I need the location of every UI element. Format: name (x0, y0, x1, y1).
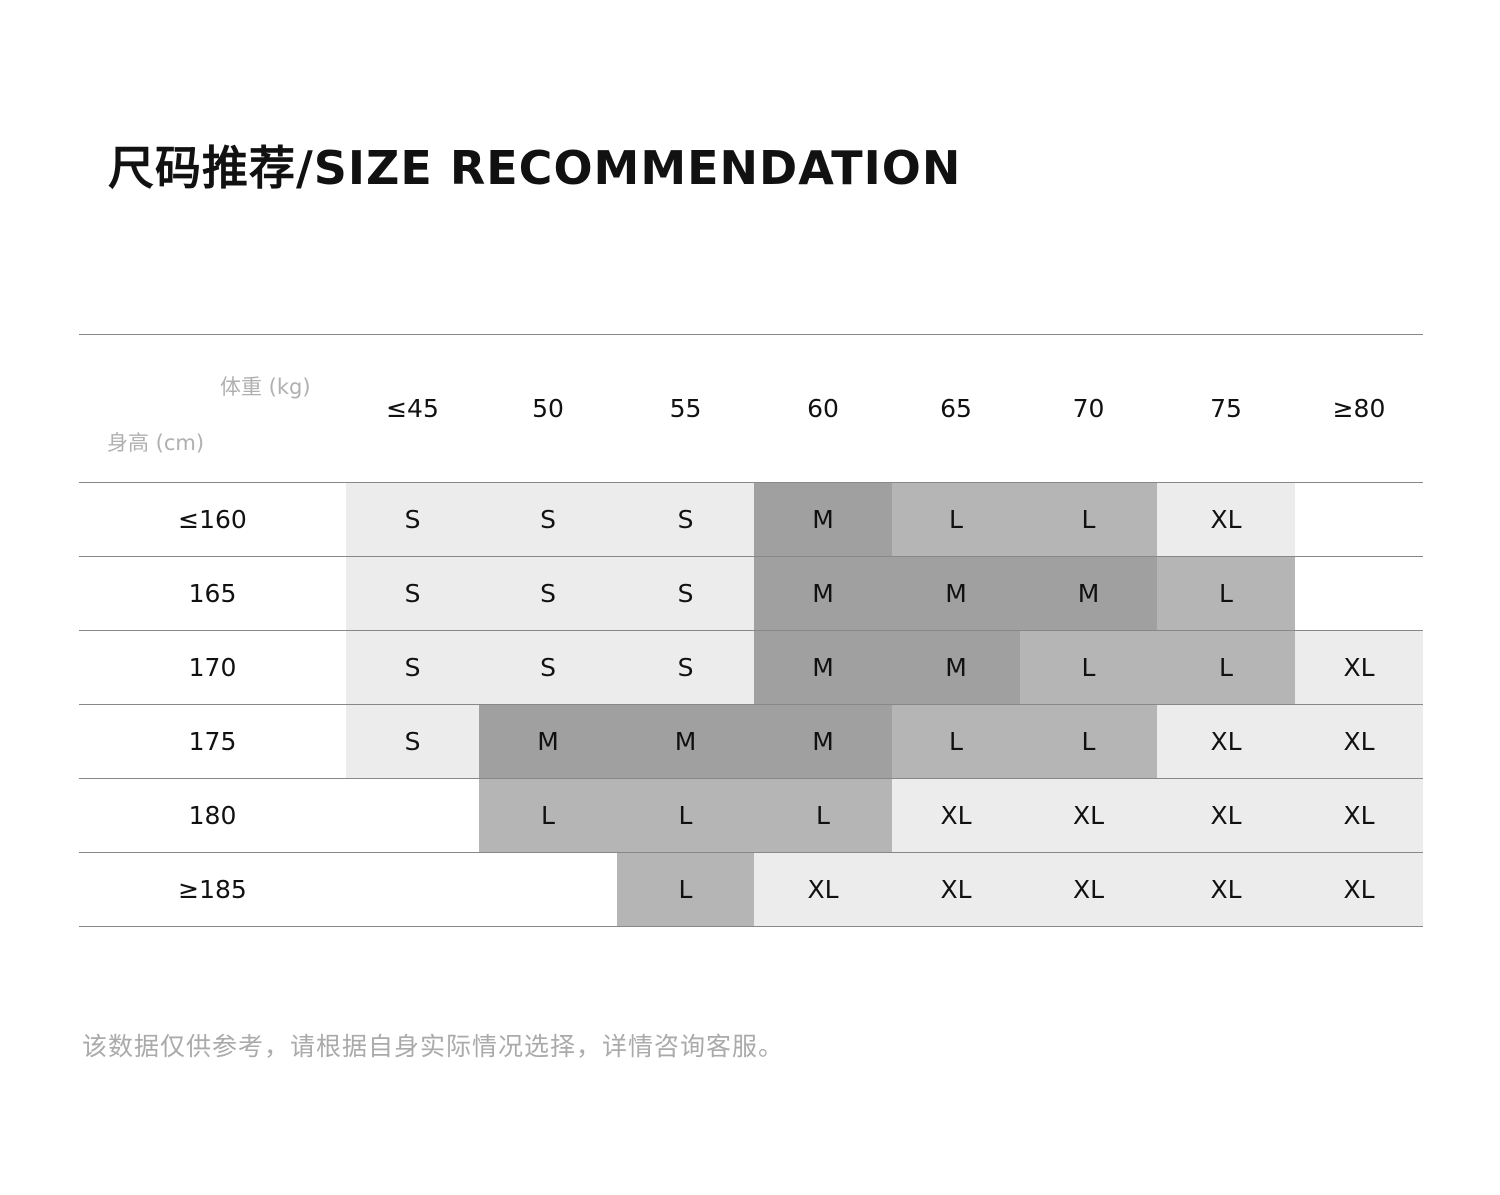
size-cell: S (479, 482, 617, 557)
height-cell: 170 (188, 653, 237, 682)
size-cell: XL (1157, 852, 1295, 927)
size-cell: XL (1295, 704, 1423, 779)
size-cell: XL (1295, 630, 1423, 705)
size-cell: S (617, 556, 754, 631)
size-cell: S (346, 482, 479, 557)
size-cell: M (617, 704, 754, 779)
page-title: 尺码推荐/SIZE RECOMMENDATION (108, 141, 962, 195)
table-row: 180 L L L XL XL XL XL (79, 778, 1423, 853)
header-row: 体重 (kg) 身高 (cm) ≤45 50 55 60 65 70 75 ≥80 (79, 334, 1423, 483)
size-cell: L (1020, 482, 1157, 557)
size-cell: M (892, 630, 1020, 705)
size-cell: S (479, 556, 617, 631)
size-cell: L (892, 704, 1020, 779)
size-cell: L (1020, 704, 1157, 779)
height-cell: ≤160 (178, 505, 247, 534)
size-cell: M (754, 704, 892, 779)
size-cell (346, 852, 479, 927)
weight-header: 75 (1210, 394, 1242, 423)
size-cell: S (617, 482, 754, 557)
table-row: 170 S S S M M L L XL (79, 630, 1423, 705)
size-cell: XL (1295, 852, 1423, 927)
size-cell (346, 778, 479, 853)
weight-header: 70 (1072, 394, 1105, 423)
table-row: 165 S S S M M M L (79, 556, 1423, 631)
height-axis-label: 身高 (cm) (107, 431, 205, 455)
size-cell: M (754, 482, 892, 557)
height-cell: 180 (188, 801, 237, 830)
weight-header: ≤45 (386, 394, 439, 423)
weight-header: 60 (807, 394, 839, 423)
size-cell (1295, 482, 1423, 557)
size-cell: L (617, 778, 754, 853)
disclaimer-note: 该数据仅供参考，请根据自身实际情况选择，详情咨询客服。 (82, 1032, 785, 1061)
size-cell: L (1157, 630, 1295, 705)
weight-header: 50 (532, 394, 564, 423)
size-cell: L (1157, 556, 1295, 631)
size-cell: XL (1157, 778, 1295, 853)
size-cell: S (346, 556, 479, 631)
size-cell: XL (1157, 704, 1295, 779)
size-cell: XL (1020, 852, 1157, 927)
size-cell: L (617, 852, 754, 927)
corner-cell: 体重 (kg) 身高 (cm) (79, 335, 346, 483)
size-cell: L (1020, 630, 1157, 705)
size-cell: M (754, 556, 892, 631)
size-cell: M (892, 556, 1020, 631)
size-cell (479, 852, 617, 927)
size-cell: XL (892, 778, 1020, 853)
table-row: ≤160 S S S M L L XL (79, 482, 1423, 557)
weight-axis-label: 体重 (kg) (220, 375, 311, 399)
size-cell: M (754, 630, 892, 705)
size-cell: XL (1295, 778, 1423, 853)
weight-header: 55 (669, 394, 702, 423)
height-cell: 175 (188, 727, 237, 756)
table-row: 175 S M M M L L XL XL (79, 704, 1423, 779)
weight-header: 65 (940, 394, 972, 423)
size-cell: XL (754, 852, 892, 927)
size-cell: S (346, 704, 479, 779)
size-cell: L (892, 482, 1020, 557)
size-cell: S (346, 630, 479, 705)
size-cell: M (1020, 556, 1157, 631)
size-cell (1295, 556, 1423, 631)
weight-header: ≥80 (1332, 394, 1386, 423)
height-cell: 165 (188, 579, 237, 608)
size-cell: XL (1020, 778, 1157, 853)
size-cell: S (479, 630, 617, 705)
height-cell: ≥185 (178, 875, 247, 904)
size-cell: L (754, 778, 892, 853)
size-cell: M (479, 704, 617, 779)
size-cell: XL (1157, 482, 1295, 557)
size-cell: XL (892, 852, 1020, 927)
size-cell: S (617, 630, 754, 705)
size-table: 体重 (kg) 身高 (cm) ≤45 50 55 60 65 70 75 ≥80 ≤160 S… (79, 334, 1423, 927)
size-cell: L (479, 778, 617, 853)
table-row: ≥185 L XL XL XL XL XL (79, 852, 1423, 927)
